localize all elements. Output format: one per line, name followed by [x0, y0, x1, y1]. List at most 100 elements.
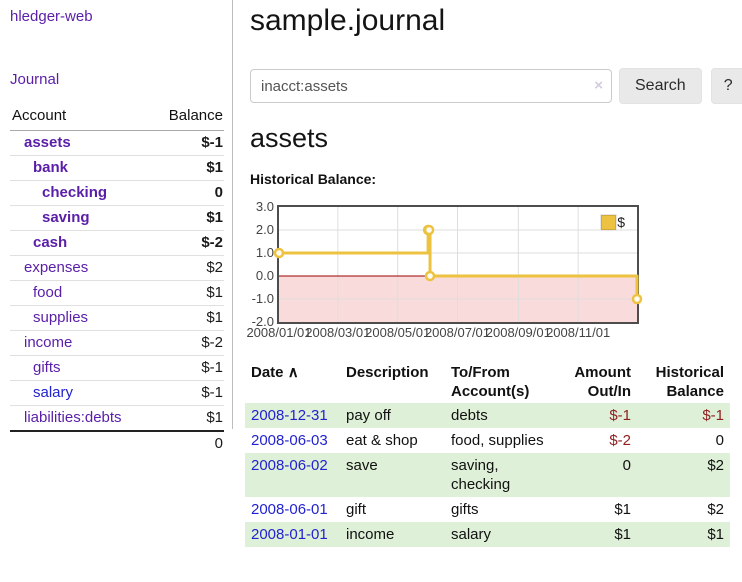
- account-link-assets[interactable]: assets: [24, 134, 71, 151]
- sort-ascending-icon: ∧: [287, 364, 299, 381]
- account-link-food[interactable]: food: [33, 284, 63, 301]
- x-axis-tick: 2008/11/01: [546, 325, 611, 340]
- account-link-gifts[interactable]: gifts: [33, 359, 61, 376]
- register-row: 2008-06-03 eat & shop food, supplies $-2 0: [245, 428, 730, 453]
- account-link-supplies[interactable]: supplies: [33, 309, 89, 326]
- x-axis-tick: 2008/09/01: [485, 325, 551, 340]
- y-axis-tick: -2.0: [251, 314, 274, 329]
- chart-canvas: [273, 207, 643, 322]
- legend-swatch-icon: [600, 213, 618, 231]
- accounts-total-row: 0: [10, 431, 224, 456]
- register-row: 2008-01-01 income salary $1 $1: [245, 522, 730, 547]
- transaction-date-link[interactable]: 2008-01-01: [251, 526, 328, 543]
- transaction-amount: $1: [614, 526, 631, 543]
- historical-balance-chart: 3.0 2.0 1.0 0.0 -1.0 -2.0 $ 2008/01/01 2008/03…: [246, 199, 700, 345]
- search-input[interactable]: [250, 69, 612, 103]
- register-header-date[interactable]: Date ∧: [251, 364, 299, 381]
- y-axis-tick: 1.0: [255, 245, 274, 260]
- y-axis-tick: 2.0: [255, 222, 274, 237]
- app-title-link[interactable]: hledger-web: [10, 8, 93, 25]
- accounts-header-row: Account Balance: [10, 103, 224, 131]
- account-link-income[interactable]: income: [24, 334, 73, 351]
- account-row: expenses $2: [10, 255, 224, 281]
- account-link-checking[interactable]: checking: [42, 184, 108, 201]
- sidebar-divider: [232, 0, 233, 429]
- register-header-amount: Amount Out/In: [574, 364, 631, 400]
- chart-plot-area: $: [273, 205, 643, 324]
- register-table: Date ∧ Description To/From Account(s) Am…: [245, 361, 730, 547]
- account-balance: $1: [206, 309, 223, 326]
- sidebar-item-journal[interactable]: Journal: [10, 71, 60, 88]
- transaction-description: gift: [346, 501, 367, 518]
- transaction-date-link[interactable]: 2008-12-31: [251, 407, 328, 424]
- transaction-date-link[interactable]: 2008-06-01: [251, 501, 328, 518]
- transaction-balance: $2: [707, 501, 724, 518]
- accounts-header-account: Account: [10, 103, 152, 131]
- account-balance: 0: [214, 184, 223, 201]
- register-header-accounts: To/From Account(s): [451, 364, 530, 400]
- transaction-amount: $1: [614, 501, 631, 518]
- y-axis-tick: 3.0: [255, 199, 274, 214]
- account-row: checking 0: [10, 180, 224, 206]
- account-balance: $1: [206, 209, 223, 226]
- transaction-balance: 0: [715, 432, 724, 449]
- transaction-description: income: [346, 526, 395, 543]
- register-header-row: Date ∧ Description To/From Account(s) Am…: [245, 361, 730, 403]
- help-button[interactable]: ?: [710, 68, 742, 104]
- register-row: 2008-12-31 pay off debts $-1 $-1: [245, 403, 730, 428]
- account-link-bank[interactable]: bank: [33, 159, 69, 176]
- transaction-date-link[interactable]: 2008-06-03: [251, 432, 328, 449]
- account-balance: $1: [206, 284, 223, 301]
- account-row: food $1: [10, 280, 224, 306]
- account-link-saving[interactable]: saving: [42, 209, 90, 226]
- transaction-accounts: debts: [451, 407, 488, 424]
- transaction-balance: $-1: [702, 407, 724, 424]
- account-row: gifts $-1: [10, 355, 224, 381]
- clear-search-icon[interactable]: ×: [594, 77, 603, 94]
- transaction-accounts: food, supplies: [451, 432, 544, 449]
- transaction-accounts: saving, checking: [451, 457, 511, 493]
- account-balance: $2: [206, 259, 223, 276]
- account-balance: $-1: [201, 384, 223, 401]
- transaction-accounts: gifts: [451, 501, 479, 518]
- x-axis-tick: 2008/03/01: [305, 325, 371, 340]
- search-button[interactable]: Search: [619, 68, 702, 104]
- account-link-cash[interactable]: cash: [33, 234, 68, 251]
- account-row: saving $1: [10, 205, 224, 231]
- account-heading: assets: [250, 123, 329, 153]
- account-balance: $-2: [201, 334, 223, 351]
- accounts-header-balance: Balance: [151, 103, 224, 131]
- transaction-amount: $-2: [609, 432, 631, 449]
- register-row: 2008-06-02 save saving, checking 0 $2: [245, 453, 730, 497]
- account-row: cash $-2: [10, 230, 224, 256]
- transaction-amount: 0: [622, 457, 631, 474]
- legend-label: $: [617, 214, 625, 230]
- page-title: sample.journal: [250, 4, 446, 37]
- account-balance: $-1: [201, 359, 223, 376]
- transaction-accounts: salary: [451, 526, 492, 543]
- account-row: assets $-1: [10, 131, 224, 156]
- register-row: 2008-06-01 gift gifts $1 $2: [245, 497, 730, 522]
- transaction-date-link[interactable]: 2008-06-02: [251, 457, 328, 474]
- transaction-description: save: [346, 457, 378, 474]
- account-balance: $1: [206, 159, 223, 176]
- account-link-salary[interactable]: salary: [33, 384, 74, 401]
- transaction-balance: $2: [707, 457, 724, 474]
- account-link-expenses[interactable]: expenses: [24, 259, 89, 276]
- x-axis-tick: 2008/05/01: [365, 325, 431, 340]
- transaction-description: eat & shop: [346, 432, 418, 449]
- transaction-amount: $-1: [609, 407, 631, 424]
- accounts-total-value: 0: [214, 435, 223, 452]
- account-link-liabilities-debts[interactable]: liabilities:debts: [24, 409, 122, 426]
- y-axis-tick: -1.0: [251, 291, 274, 306]
- chart-legend: $: [600, 213, 625, 231]
- x-axis-tick: 2008/01/01: [246, 325, 312, 340]
- account-row: supplies $1: [10, 305, 224, 331]
- account-row: liabilities:debts $1: [10, 405, 224, 432]
- accounts-table: Account Balance assets $-1 bank $1 checking 0…: [10, 103, 224, 456]
- search-bar: × Search ?: [250, 68, 742, 104]
- register-header-description: Description: [346, 364, 429, 381]
- account-row: bank $1: [10, 155, 224, 181]
- account-balance: $1: [206, 409, 223, 426]
- register-header-balance: Historical Balance: [655, 364, 724, 400]
